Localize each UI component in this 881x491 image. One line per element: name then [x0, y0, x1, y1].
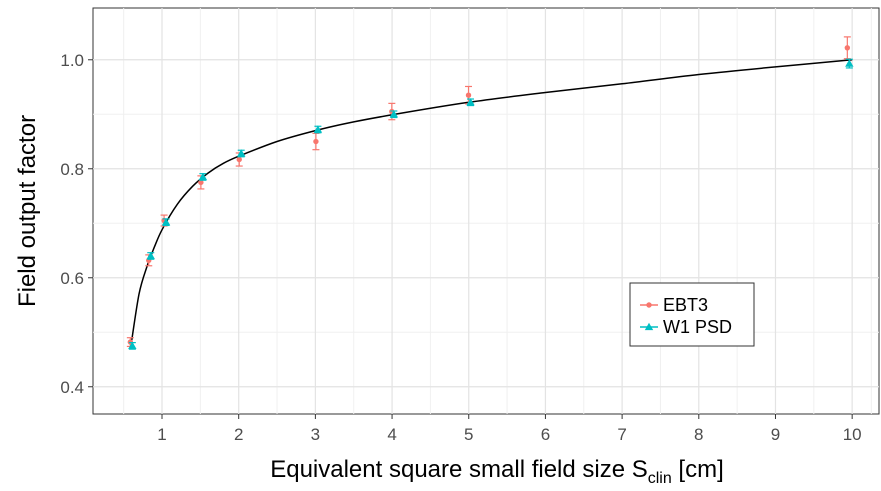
legend-key-marker	[644, 322, 654, 331]
x-axis-title-main: Equivalent square small field size S	[270, 456, 648, 483]
y-tick-label: 0.4	[60, 378, 84, 397]
x-tick-label: 10	[843, 425, 862, 444]
x-tick-label: 9	[771, 425, 780, 444]
x-tick-label: 1	[157, 425, 166, 444]
x-tick-label: 3	[311, 425, 320, 444]
data-point	[198, 172, 208, 181]
y-tick-label: 0.8	[60, 160, 84, 179]
legend-item-w1-psd: W1 PSD	[640, 317, 732, 337]
x-tick-label: 4	[387, 425, 396, 444]
legend-box	[629, 282, 755, 347]
data-point	[236, 156, 242, 163]
x-tick-label: 7	[617, 425, 626, 444]
x-tick-label: 6	[541, 425, 550, 444]
y-axis-ticks: 0.4 0.6 0.8 1.0	[60, 51, 93, 397]
x-tick-label: 5	[464, 425, 473, 444]
fit-layer	[130, 59, 853, 344]
legend-label: EBT3	[663, 295, 708, 315]
x-tick-label: 8	[694, 425, 703, 444]
x-tick-label: 2	[234, 425, 243, 444]
series-layer	[126, 36, 854, 350]
data-point	[237, 149, 246, 157]
x-axis-title-unit: [cm]	[672, 456, 724, 483]
data-point	[313, 138, 319, 145]
data-point	[844, 45, 851, 51]
legend-key-marker	[646, 302, 652, 308]
x-axis-title: Equivalent square small field size Sclin…	[270, 456, 724, 487]
data-point	[389, 110, 399, 118]
data-point	[845, 59, 854, 67]
data-point	[161, 217, 171, 226]
y-tick-label: 0.6	[60, 269, 84, 288]
series-w1-psd	[128, 58, 854, 350]
legend-label: W1 PSD	[663, 317, 732, 337]
y-tick-label: 1.0	[60, 51, 84, 70]
fit-curve-line	[130, 59, 853, 344]
data-point	[466, 98, 475, 106]
data-point	[128, 341, 137, 350]
data-point	[313, 125, 323, 133]
data-point	[465, 92, 472, 98]
x-axis-title-sub: clin	[648, 470, 672, 487]
data-point	[146, 251, 155, 260]
y-axis-title: Field output factor	[14, 115, 41, 307]
data-point	[198, 179, 204, 186]
legend-item-ebt3: EBT3	[640, 295, 708, 315]
x-axis-ticks: 1 2 3 4 5 6 7 8 9 10	[157, 414, 862, 444]
